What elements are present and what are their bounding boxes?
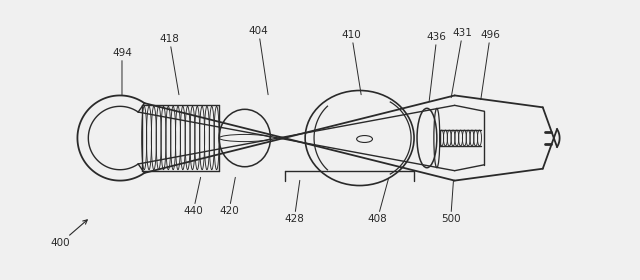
Text: 408: 408 bbox=[367, 178, 388, 224]
Text: 496: 496 bbox=[481, 30, 500, 100]
Text: 440: 440 bbox=[184, 177, 203, 216]
Text: 431: 431 bbox=[451, 28, 472, 98]
Text: 404: 404 bbox=[249, 26, 269, 95]
Text: 418: 418 bbox=[159, 34, 179, 95]
Text: 428: 428 bbox=[284, 180, 304, 224]
Text: 436: 436 bbox=[427, 32, 447, 101]
Text: 400: 400 bbox=[51, 220, 87, 248]
Text: 500: 500 bbox=[441, 180, 461, 224]
Text: 420: 420 bbox=[219, 178, 239, 216]
Text: 410: 410 bbox=[342, 30, 362, 95]
Text: 494: 494 bbox=[112, 48, 132, 95]
